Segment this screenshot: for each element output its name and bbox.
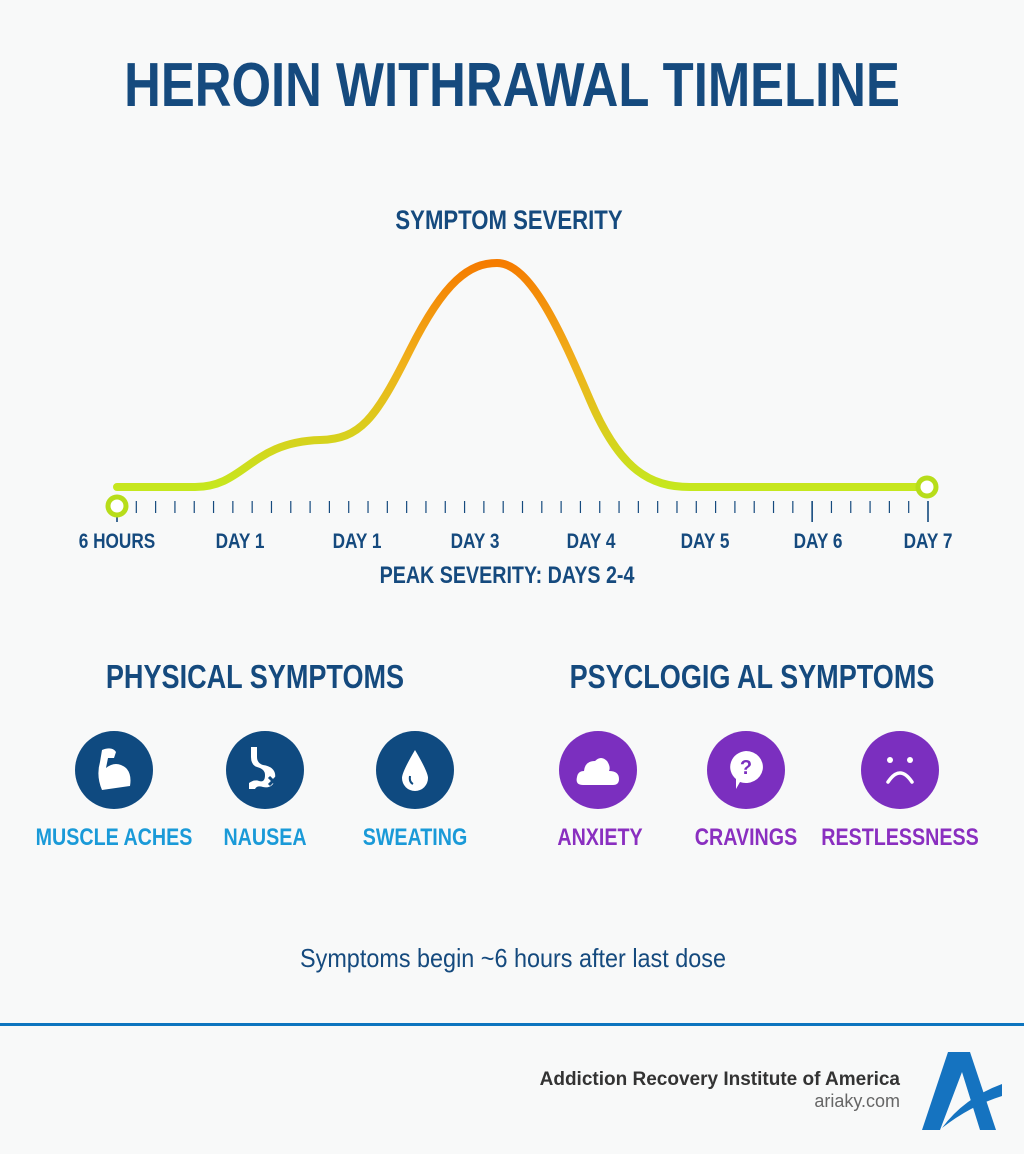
question-bubble-icon: ?	[707, 731, 785, 809]
symptom-label: RESTLESSNESS	[821, 824, 979, 851]
symptom-label: ANXIETY	[557, 824, 643, 851]
logo-icon	[922, 1052, 1002, 1130]
symptom-label: CRAVINGS	[694, 824, 798, 851]
timeline-label: DAY 3	[450, 530, 500, 553]
svg-text:?: ?	[740, 757, 752, 779]
timeline-label: DAY 5	[680, 530, 730, 553]
severity-curve	[113, 258, 932, 491]
timeline-label: DAY 1	[215, 530, 265, 553]
symptom-label: NAUSEA	[223, 824, 307, 851]
timeline-label: DAY 7	[903, 530, 953, 553]
start-marker	[105, 494, 129, 518]
timeline-label: DAY 6	[793, 530, 843, 553]
peak-severity-label: PEAK SEVERITY: DAYS 2-4	[379, 562, 635, 589]
page-title: HEROIN WITHRAWAL TIMELINE	[124, 51, 900, 120]
physical-heading: PHYSICAL SYMPTOMS	[105, 658, 405, 695]
footer-divider	[0, 1023, 1024, 1026]
stomach-icon	[226, 731, 304, 809]
cloud-icon	[559, 731, 637, 809]
drop-icon	[376, 731, 454, 809]
footer-site-link[interactable]: ariaky.com	[814, 1091, 900, 1111]
onset-note: Symptoms begin ~6 hours after last dose	[300, 943, 726, 973]
timeline-label: 6 HOURS	[78, 530, 156, 553]
sad-face-icon	[861, 731, 939, 809]
timeline-ticks	[116, 501, 929, 522]
end-marker	[915, 475, 939, 499]
severity-curve-chart	[105, 258, 939, 522]
symptom-label: SWEATING	[362, 824, 468, 851]
timeline-label: DAY 4	[566, 530, 616, 553]
symptom-label: MUSCLE ACHES	[35, 824, 193, 851]
muscle-icon	[75, 731, 153, 809]
psychological-heading: PSYCLOGIG AL SYMPTOMS	[569, 658, 935, 695]
timeline-label: DAY 1	[332, 530, 382, 553]
footer-org-name: Addiction Recovery Institute of America	[539, 1069, 900, 1090]
severity-label: SYMPTOM SEVERITY	[395, 205, 623, 235]
